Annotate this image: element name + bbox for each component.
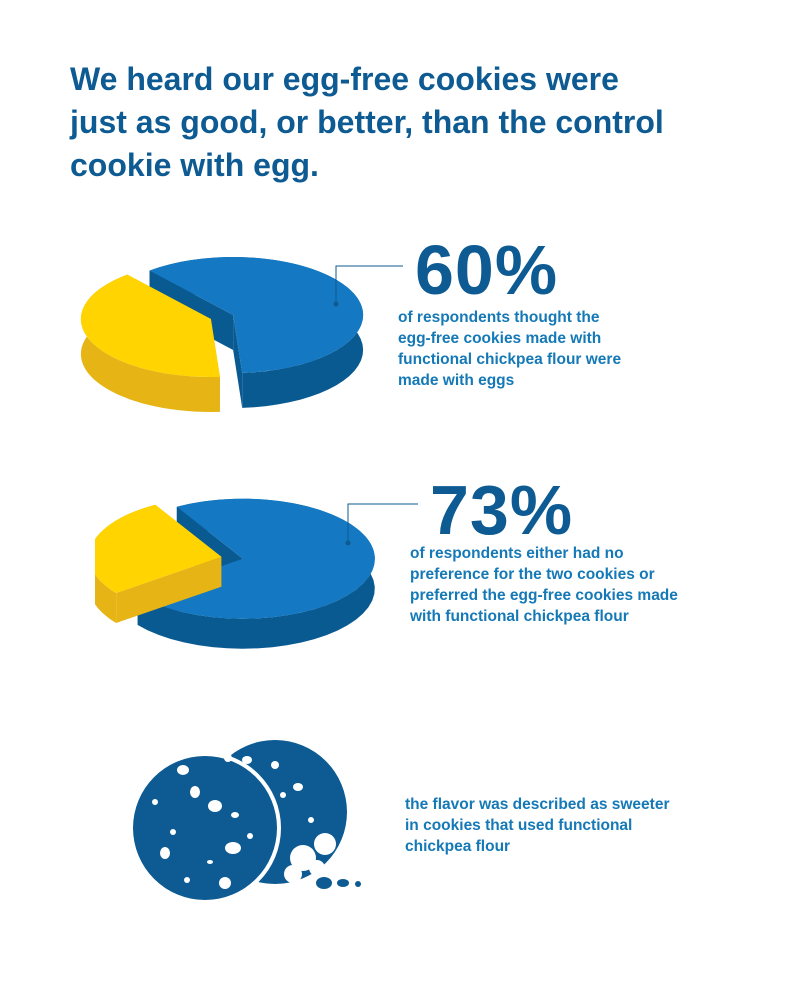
headline-line: just as good, or better, than the contro…: [70, 104, 664, 140]
pie-slice-edge: [233, 314, 243, 408]
leader-line-60: [333, 265, 403, 307]
stat-line: made with eggs: [398, 372, 515, 389]
headline-line: cookie with egg.: [70, 147, 319, 183]
stat-line: functional chickpea flour were: [398, 351, 622, 368]
flavor-line: in cookies that used functional: [405, 817, 633, 834]
stat-line: with functional chickpea flour: [410, 608, 629, 625]
pie-slice-edge: [116, 556, 222, 624]
stat-description-60: of respondents thought the egg-free cook…: [398, 307, 621, 391]
stat-line: of respondents either had no: [410, 545, 624, 562]
pie-slice: [149, 256, 364, 373]
headline: We heard our egg-free cookies were just …: [70, 58, 770, 187]
flavor-description: the flavor was described as sweeter in c…: [405, 794, 669, 857]
flavor-line: the flavor was described as sweeter: [405, 796, 670, 813]
flavor-line: chickpea flour: [405, 838, 511, 855]
cookie-front: [133, 754, 277, 900]
pie-slice: [80, 274, 220, 378]
pie-slice: [95, 504, 222, 594]
pie-chart-73: [95, 498, 375, 649]
stat-line: preferred the egg-free cookies made: [410, 587, 678, 604]
stat-line: of respondents thought the: [398, 309, 600, 326]
leader-line-73: [345, 503, 418, 546]
stat-description-73: of respondents either had no preference …: [410, 543, 678, 627]
stat-line: egg-free cookies made with: [398, 330, 602, 347]
stat-value-60: 60%: [415, 231, 559, 309]
pie-chart-60: [80, 256, 364, 413]
stat-value-73: 73%: [430, 471, 574, 549]
cookie-icon: [129, 740, 361, 900]
stat-line: preference for the two cookies or: [410, 566, 655, 583]
headline-line: We heard our egg-free cookies were: [70, 61, 619, 97]
